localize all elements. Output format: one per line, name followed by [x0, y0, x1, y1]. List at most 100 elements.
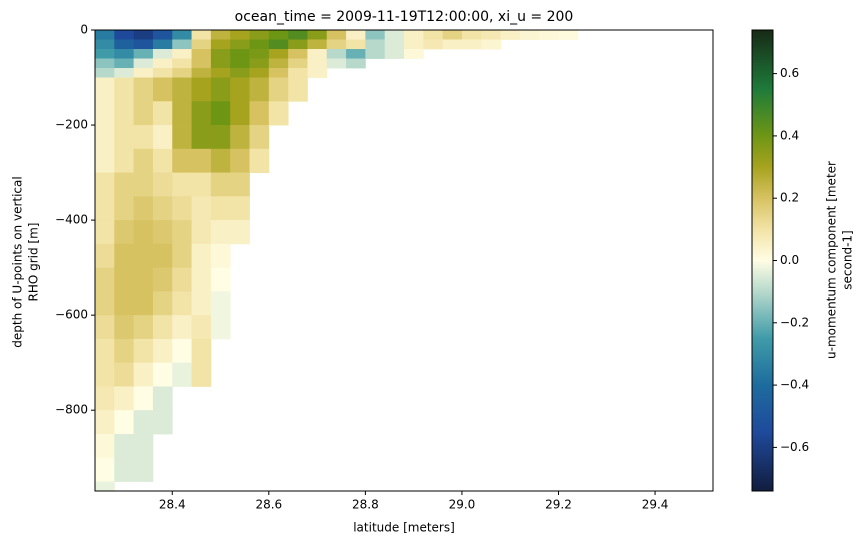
heatmap-cell: [210, 196, 231, 221]
heatmap-cell: [191, 101, 212, 126]
heatmap-cell: [114, 125, 135, 150]
colorbar-tick-label: 0.4: [780, 128, 799, 142]
heatmap-cell: [152, 362, 173, 387]
heatmap-cell: [114, 243, 135, 269]
heatmap-cell: [133, 338, 154, 364]
colorbar-tick-label: 0.0: [780, 253, 799, 267]
heatmap-cell: [172, 362, 192, 387]
heatmap-cell: [172, 77, 192, 102]
heatmap-cell: [95, 101, 115, 126]
heatmap-cell: [114, 172, 135, 197]
heatmap-cell: [172, 267, 192, 292]
heatmap-cell: [230, 172, 250, 197]
heatmap-cell: [249, 125, 270, 150]
heatmap-cell: [210, 77, 231, 102]
heatmap-cell: [95, 267, 115, 292]
heatmap-cell: [288, 49, 308, 59]
heatmap-cell: [384, 39, 405, 50]
heatmap-cell: [152, 243, 173, 269]
heatmap-cell: [133, 291, 154, 316]
colorbar-tick-label: 0.6: [780, 66, 799, 80]
heatmap-cell: [307, 49, 328, 59]
y-axis-label: depth of U-points on vertical: [11, 176, 25, 347]
heatmap-cell: [114, 338, 135, 364]
heatmap-cell: [95, 77, 115, 102]
heatmap-cell: [268, 49, 289, 59]
heatmap-cell: [210, 148, 231, 173]
heatmap-cell: [210, 39, 231, 50]
heatmap-cell: [346, 30, 366, 40]
heatmap-cell: [172, 101, 192, 126]
heatmap-cell: [210, 220, 231, 245]
heatmap-cell: [268, 39, 289, 50]
heatmap-cell: [191, 68, 212, 78]
heatmap-cell: [114, 77, 135, 102]
heatmap-cell: [191, 125, 212, 150]
x-tick-label: 28.8: [352, 498, 379, 512]
heatmap-cell: [172, 58, 192, 69]
heatmap-cell: [133, 30, 154, 40]
heatmap-cell: [404, 30, 424, 40]
heatmap-cell: [249, 49, 270, 59]
heatmap-cell: [133, 362, 154, 387]
heatmap-cell: [95, 362, 115, 387]
heatmap-cell: [191, 77, 212, 102]
heatmap-cell: [191, 39, 212, 50]
heatmap-cell: [172, 30, 192, 40]
heatmap-cell: [152, 172, 173, 197]
heatmap-cell: [210, 125, 231, 150]
heatmap-cell: [95, 338, 115, 364]
heatmap-cell: [249, 68, 270, 78]
heatmap-cell: [461, 30, 482, 40]
x-tick-label: 29.4: [642, 498, 669, 512]
heatmap-cell: [114, 101, 135, 126]
heatmap-cell: [152, 148, 173, 173]
heatmap-cell: [133, 77, 154, 102]
heatmap-cell: [152, 68, 173, 78]
heatmap-cell: [172, 243, 192, 269]
heatmap-cell: [210, 315, 231, 340]
heatmap-cell: [558, 30, 579, 40]
heatmap-cell: [288, 58, 308, 69]
heatmap-cell: [114, 196, 135, 221]
heatmap-cell: [95, 481, 115, 492]
heatmap-cell: [172, 148, 192, 173]
heatmap-cell: [268, 58, 289, 69]
heatmap-cell: [133, 39, 154, 50]
heatmap-cell: [133, 457, 154, 482]
x-tick-label: 28.6: [255, 498, 282, 512]
heatmap-cell: [133, 220, 154, 245]
heatmap-cell: [114, 58, 135, 69]
y-axis-label: RHO grid [m]: [27, 223, 41, 302]
heatmap-cell: [152, 101, 173, 126]
heatmap-cell: [481, 39, 501, 50]
heatmap-cell: [210, 243, 231, 269]
heatmap-cell: [442, 39, 463, 50]
heatmap-cell: [519, 30, 540, 40]
heatmap-cell: [152, 30, 173, 40]
heatmap-cell: [133, 243, 154, 269]
heatmap-cell: [172, 68, 192, 78]
heatmap-cell: [346, 58, 366, 69]
heatmap-cell: [95, 39, 115, 50]
heatmap-cell: [191, 267, 212, 292]
heatmap-cell: [172, 39, 192, 50]
heatmap-cell: [210, 30, 231, 40]
heatmap-cell: [95, 220, 115, 245]
heatmap-cell: [95, 410, 115, 435]
heatmap-cell: [114, 291, 135, 316]
colorbar-tick-label: −0.2: [780, 315, 809, 329]
heatmap-cell: [172, 220, 192, 245]
heatmap-cell: [114, 49, 135, 59]
heatmap-cell: [249, 101, 270, 126]
heatmap-cell: [95, 172, 115, 197]
heatmap-cell: [365, 49, 386, 59]
heatmap-cell: [307, 68, 328, 78]
heatmap-cell: [133, 125, 154, 150]
heatmap-cell: [152, 49, 173, 59]
heatmap-cell: [95, 30, 115, 40]
heatmap-cell: [152, 125, 173, 150]
heatmap-cell: [191, 362, 212, 387]
plot-frame: [94, 29, 714, 492]
heatmap-cell: [423, 30, 444, 40]
